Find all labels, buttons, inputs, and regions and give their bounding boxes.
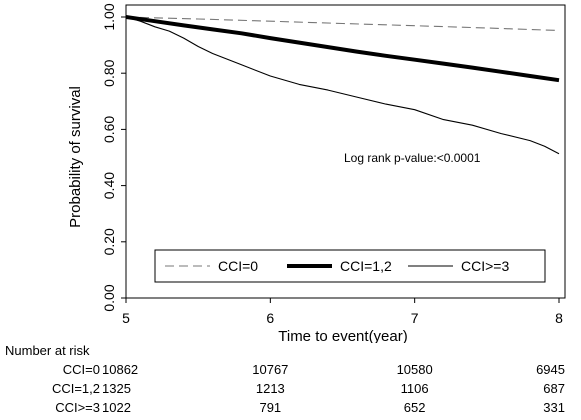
risk-value-1-0: 1325 — [102, 381, 131, 396]
risk-value-0-0: 10862 — [102, 362, 139, 377]
risk-value-0-3: 6945 — [536, 362, 565, 377]
y-tick-label-5: 1.00 — [101, 3, 117, 30]
x-axis-title: Time to event(year) — [278, 328, 408, 343]
risk-row-label-1: CCI=1,2 — [51, 381, 100, 396]
legend: CCI=0 CCI=1,2 CCI>=3 — [154, 249, 546, 283]
legend-label-0: CCI=0 — [218, 258, 258, 274]
risk-table: Number at risk CCI=0 10862 10767 10580 6945 CC… — [0, 343, 581, 420]
plot-frame — [125, 4, 566, 299]
y-tick-label-0: 0.00 — [101, 284, 117, 311]
risk-value-1-3: 687 — [543, 381, 565, 396]
risk-value-2-3: 331 — [543, 400, 565, 415]
axes: 0.00 0.20 0.40 0.60 0.80 1.00 5 6 7 8 — [101, 3, 566, 326]
x-tick-label-3: 8 — [555, 310, 563, 326]
series-line-cci-0 — [125, 16, 560, 32]
risk-value-0-2: 10580 — [396, 362, 433, 377]
y-axis-title: Probability of survival — [67, 86, 84, 228]
survival-curves — [125, 15, 560, 155]
x-tick-label-2: 7 — [411, 310, 419, 326]
risk-value-2-1: 791 — [259, 400, 282, 415]
risk-value-0-1: 10767 — [252, 362, 289, 377]
x-tick-label-1: 6 — [266, 310, 274, 326]
y-tick-label-2: 0.40 — [101, 172, 117, 199]
risk-row-label-2: CCI>=3 — [55, 400, 100, 415]
risk-value-2-0: 1022 — [102, 400, 131, 415]
risk-value-1-1: 1213 — [255, 381, 285, 396]
legend-label-1: CCI=1,2 — [340, 258, 392, 274]
y-tick-label-1: 0.20 — [101, 228, 117, 255]
logrank-annotation: Log rank p-value:<0.0001 — [344, 151, 481, 165]
series-line-cci-3 — [125, 16, 560, 155]
risk-value-2-2: 652 — [403, 400, 426, 415]
risk-value-1-2: 1106 — [400, 381, 429, 396]
survival-chart: 0.00 0.20 0.40 0.60 0.80 1.00 5 6 7 8 Log rank p-… — [67, 3, 566, 345]
risk-table-header: Number at risk — [5, 343, 90, 358]
x-tick-label-0: 5 — [122, 310, 130, 326]
y-tick-label-4: 0.80 — [101, 59, 117, 86]
risk-row-label-0: CCI=0 — [62, 362, 100, 377]
legend-label-2: CCI>=3 — [461, 258, 509, 274]
series-line-cci-1-2 — [125, 15, 560, 83]
legend-box — [154, 249, 546, 283]
y-tick-label-3: 0.60 — [101, 116, 117, 143]
